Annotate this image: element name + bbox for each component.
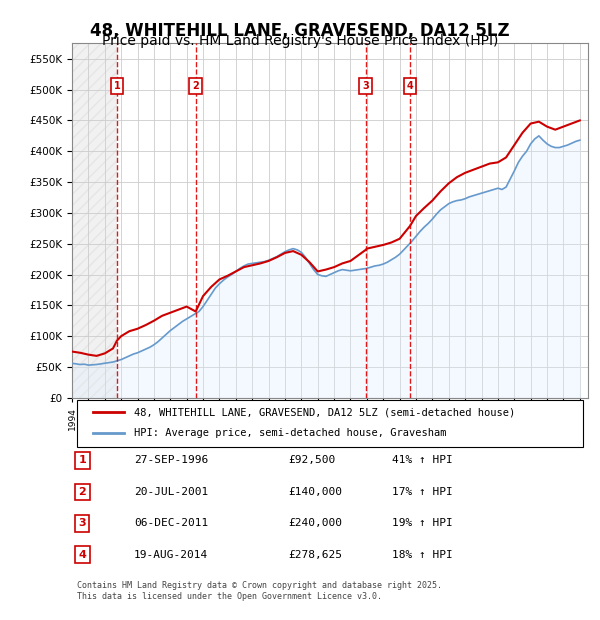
Text: 3: 3 — [79, 518, 86, 528]
Text: 2: 2 — [193, 81, 199, 91]
Text: 19% ↑ HPI: 19% ↑ HPI — [392, 518, 452, 528]
Text: 41% ↑ HPI: 41% ↑ HPI — [392, 456, 452, 466]
Bar — [72, 43, 117, 398]
Text: 17% ↑ HPI: 17% ↑ HPI — [392, 487, 452, 497]
Text: 19-AUG-2014: 19-AUG-2014 — [134, 550, 208, 560]
Text: 4: 4 — [79, 550, 86, 560]
Text: 48, WHITEHILL LANE, GRAVESEND, DA12 5LZ (semi-detached house): 48, WHITEHILL LANE, GRAVESEND, DA12 5LZ … — [134, 407, 515, 417]
Text: Price paid vs. HM Land Registry's House Price Index (HPI): Price paid vs. HM Land Registry's House … — [102, 34, 498, 48]
Text: £278,625: £278,625 — [289, 550, 343, 560]
Text: Contains HM Land Registry data © Crown copyright and database right 2025.
This d: Contains HM Land Registry data © Crown c… — [77, 582, 442, 601]
Text: 2: 2 — [79, 487, 86, 497]
Text: 1: 1 — [79, 456, 86, 466]
Text: 1: 1 — [113, 81, 120, 91]
Text: £240,000: £240,000 — [289, 518, 343, 528]
Text: 06-DEC-2011: 06-DEC-2011 — [134, 518, 208, 528]
Text: 18% ↑ HPI: 18% ↑ HPI — [392, 550, 452, 560]
Text: HPI: Average price, semi-detached house, Gravesham: HPI: Average price, semi-detached house,… — [134, 428, 446, 438]
Text: 4: 4 — [407, 81, 413, 91]
Text: £92,500: £92,500 — [289, 456, 336, 466]
Text: 3: 3 — [362, 81, 369, 91]
Text: £140,000: £140,000 — [289, 487, 343, 497]
Text: 20-JUL-2001: 20-JUL-2001 — [134, 487, 208, 497]
Text: 48, WHITEHILL LANE, GRAVESEND, DA12 5LZ: 48, WHITEHILL LANE, GRAVESEND, DA12 5LZ — [90, 22, 510, 40]
Text: 27-SEP-1996: 27-SEP-1996 — [134, 456, 208, 466]
Bar — [72, 43, 117, 398]
FancyBboxPatch shape — [77, 400, 583, 447]
